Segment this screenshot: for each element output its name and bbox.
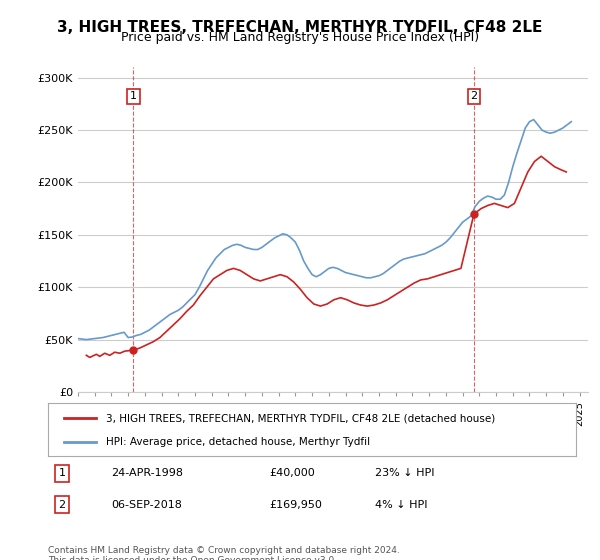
Text: 06-SEP-2018: 06-SEP-2018 [112,500,182,510]
Text: 1: 1 [59,468,65,478]
Text: 23% ↓ HPI: 23% ↓ HPI [376,468,435,478]
Text: £169,950: £169,950 [270,500,323,510]
Text: £40,000: £40,000 [270,468,316,478]
Text: HPI: Average price, detached house, Merthyr Tydfil: HPI: Average price, detached house, Mert… [106,436,370,446]
Text: 2: 2 [59,500,65,510]
Text: 24-APR-1998: 24-APR-1998 [112,468,184,478]
Text: 4% ↓ HPI: 4% ↓ HPI [376,500,428,510]
Text: Price paid vs. HM Land Registry's House Price Index (HPI): Price paid vs. HM Land Registry's House … [121,31,479,44]
Text: 3, HIGH TREES, TREFECHAN, MERTHYR TYDFIL, CF48 2LE: 3, HIGH TREES, TREFECHAN, MERTHYR TYDFIL… [58,20,542,35]
Text: 3, HIGH TREES, TREFECHAN, MERTHYR TYDFIL, CF48 2LE (detached house): 3, HIGH TREES, TREFECHAN, MERTHYR TYDFIL… [106,413,496,423]
Text: 2: 2 [470,91,478,101]
Text: 1: 1 [130,91,137,101]
Text: Contains HM Land Registry data © Crown copyright and database right 2024.
This d: Contains HM Land Registry data © Crown c… [48,546,400,560]
